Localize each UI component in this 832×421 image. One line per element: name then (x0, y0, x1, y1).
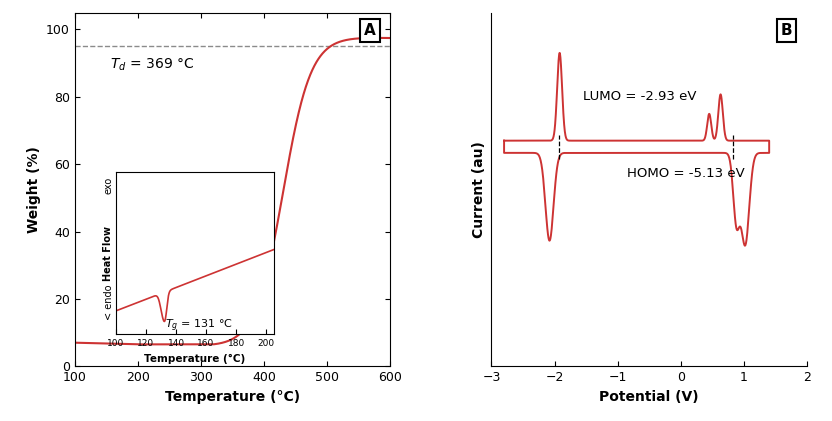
Text: < endo: < endo (104, 285, 114, 320)
Text: $T_{d}$ = 369 °C: $T_{d}$ = 369 °C (110, 56, 194, 72)
Text: exo: exo (104, 177, 114, 195)
X-axis label: Potential (V): Potential (V) (599, 390, 699, 404)
Y-axis label: Current (au): Current (au) (472, 141, 486, 238)
Text: LUMO = -2.93 eV: LUMO = -2.93 eV (583, 91, 696, 104)
X-axis label: Temperature (°C): Temperature (°C) (165, 390, 300, 404)
Text: B: B (780, 23, 792, 38)
Y-axis label: Weight (%): Weight (%) (27, 146, 41, 233)
Text: HOMO = -5.13 eV: HOMO = -5.13 eV (627, 167, 745, 180)
Text: A: A (364, 23, 376, 38)
